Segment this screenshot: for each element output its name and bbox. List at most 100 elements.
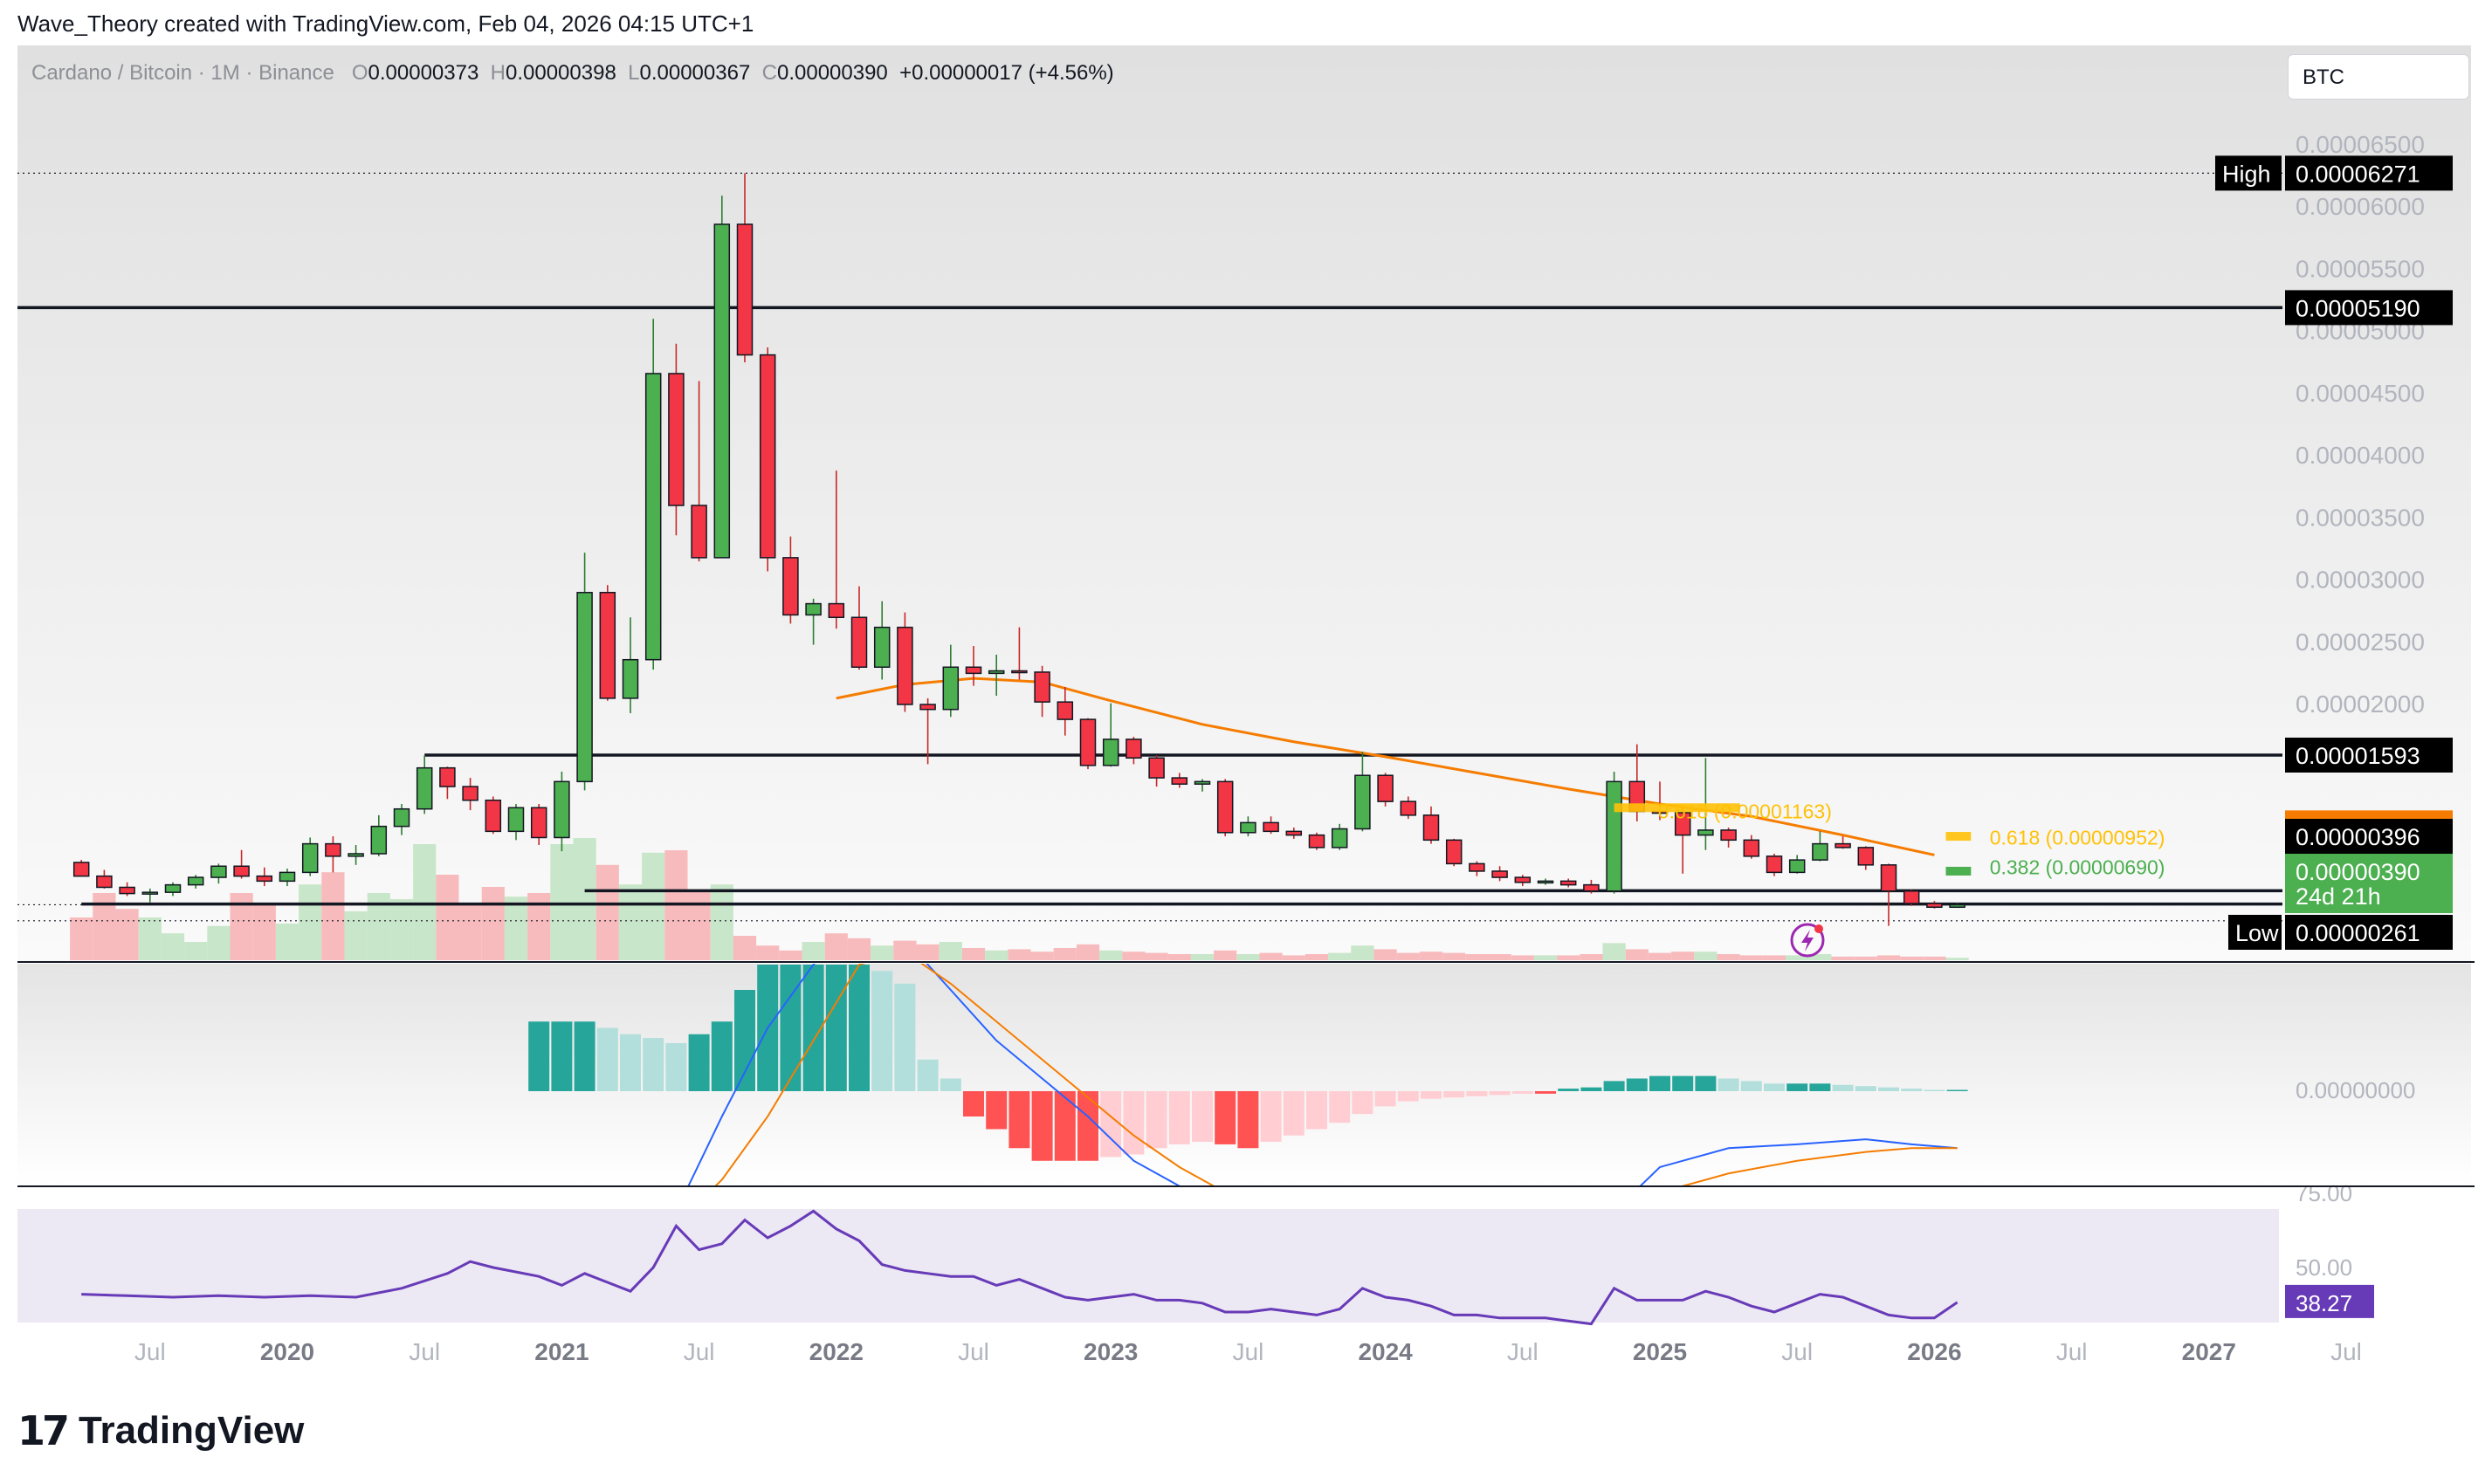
macd-bar	[917, 1059, 939, 1091]
candle[interactable]	[530, 804, 547, 846]
candle[interactable]	[141, 888, 159, 903]
volume-bar	[1328, 952, 1352, 960]
candle[interactable]	[210, 863, 227, 884]
fib-zone[interactable]	[1614, 803, 1740, 813]
candle[interactable]	[713, 196, 731, 559]
candle[interactable]	[72, 860, 90, 877]
candle[interactable]	[668, 343, 685, 536]
candle[interactable]	[485, 796, 502, 835]
candle[interactable]	[96, 869, 113, 889]
volume-bar	[161, 933, 185, 960]
candle[interactable]	[759, 347, 776, 572]
candle[interactable]	[1240, 816, 1256, 837]
candle[interactable]	[850, 586, 868, 670]
time-axis[interactable]: Jul 2020 Jul 2021 Jul 2022 Jul 2023 Jul 2024 Jul 20…	[134, 1338, 2362, 1365]
candle[interactable]	[370, 814, 388, 856]
candle[interactable]	[897, 612, 913, 712]
candle[interactable]	[1422, 806, 1440, 844]
macd-bar	[1924, 1089, 1945, 1091]
candle[interactable]	[988, 655, 1005, 697]
candle[interactable]	[164, 882, 182, 897]
candle[interactable]	[119, 882, 135, 897]
alert-icon[interactable]	[1790, 923, 1825, 958]
candle[interactable]	[279, 869, 296, 887]
volume-bar	[1076, 944, 1100, 960]
tradingview-logo[interactable]: 17 TradingView	[17, 1407, 304, 1454]
candle[interactable]	[1857, 846, 1875, 870]
candle[interactable]	[1057, 687, 1074, 736]
candle[interactable]	[828, 471, 845, 629]
candle[interactable]	[1835, 836, 1851, 849]
candle[interactable]	[256, 867, 273, 887]
candle[interactable]	[1126, 737, 1142, 765]
candle[interactable]	[325, 836, 341, 873]
candle[interactable]	[507, 804, 525, 841]
candle[interactable]	[1903, 890, 1920, 906]
candle[interactable]	[1194, 779, 1211, 792]
candle[interactable]	[1034, 665, 1050, 718]
candle[interactable]	[919, 697, 936, 765]
candle[interactable]	[1812, 831, 1828, 862]
candle[interactable]	[554, 771, 570, 852]
candle[interactable]	[1766, 854, 1783, 876]
candle[interactable]	[1949, 903, 1965, 909]
rsi-tick: 50.00	[2296, 1254, 2352, 1281]
candle[interactable]	[1606, 771, 1622, 894]
candle[interactable]	[622, 617, 639, 713]
candle[interactable]	[416, 755, 433, 814]
candle[interactable]	[1216, 779, 1234, 837]
candle[interactable]	[348, 845, 364, 865]
candle[interactable]	[1926, 901, 1943, 909]
candle[interactable]	[1491, 866, 1508, 882]
candle[interactable]	[1583, 879, 1600, 894]
candle[interactable]	[1285, 828, 1303, 839]
candle[interactable]	[1354, 752, 1371, 832]
fib-zone[interactable]	[1945, 866, 1972, 876]
candle[interactable]	[1308, 832, 1325, 850]
candle[interactable]	[1102, 703, 1119, 767]
candle[interactable]	[576, 553, 593, 791]
candle[interactable]	[462, 778, 478, 811]
candle[interactable]	[393, 804, 410, 835]
candle[interactable]	[1514, 875, 1532, 887]
candle[interactable]	[805, 598, 822, 645]
candle[interactable]	[1079, 718, 1097, 770]
candle[interactable]	[1788, 855, 1806, 874]
extreme-tag	[2228, 915, 2282, 950]
candle[interactable]	[1400, 796, 1417, 820]
candle[interactable]	[942, 644, 960, 718]
candle[interactable]	[644, 319, 662, 670]
candle[interactable]	[1377, 773, 1394, 807]
candle[interactable]	[1263, 816, 1279, 835]
candle[interactable]	[1331, 823, 1348, 850]
macd-bar	[665, 1042, 687, 1091]
candle[interactable]	[736, 173, 754, 363]
candle[interactable]	[1469, 861, 1485, 876]
volume-bar	[1694, 952, 1718, 960]
candle[interactable]	[233, 849, 250, 879]
macd-bar	[1764, 1083, 1785, 1091]
volume-bar	[710, 884, 733, 960]
candle[interactable]	[187, 875, 204, 889]
candle[interactable]	[691, 381, 707, 562]
candle[interactable]	[439, 766, 456, 800]
candle[interactable]	[1011, 627, 1028, 680]
fib-zone[interactable]	[1945, 832, 1972, 842]
candle[interactable]	[599, 585, 616, 701]
candle[interactable]	[1720, 828, 1737, 848]
candle[interactable]	[965, 646, 982, 686]
candle[interactable]	[1445, 838, 1463, 867]
candle[interactable]	[873, 601, 891, 680]
candle[interactable]	[782, 536, 799, 624]
candle[interactable]	[1880, 863, 1897, 926]
candle[interactable]	[1674, 805, 1691, 874]
candle[interactable]	[1743, 835, 1760, 859]
candle[interactable]	[1148, 755, 1165, 787]
price-label: 0.00001593	[2296, 743, 2420, 769]
symbol-search-input[interactable]: BTC	[2288, 54, 2469, 100]
candle[interactable]	[1171, 773, 1188, 788]
candle[interactable]	[1559, 878, 1577, 888]
candle[interactable]	[1537, 878, 1554, 885]
candle[interactable]	[301, 837, 319, 876]
